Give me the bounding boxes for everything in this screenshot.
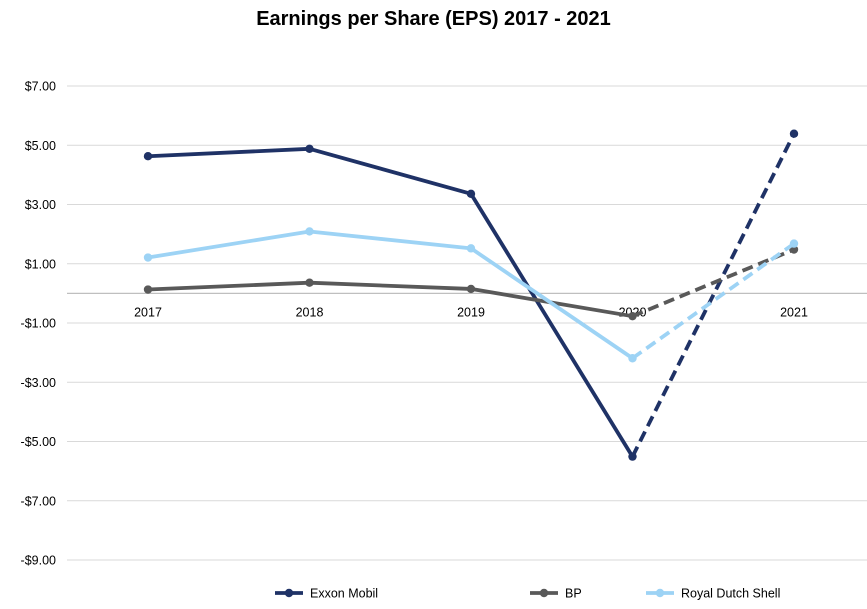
data-point bbox=[628, 354, 637, 363]
data-point bbox=[789, 245, 799, 254]
series-line bbox=[146, 229, 635, 361]
series-line bbox=[146, 280, 635, 319]
legend-label: Exxon Mobil bbox=[310, 587, 378, 601]
data-point bbox=[305, 278, 314, 287]
data-point bbox=[305, 227, 314, 236]
x-tick-label: 2017 bbox=[134, 305, 162, 319]
legend: Exxon Mobil BP Royal Dutch Shell bbox=[275, 587, 780, 601]
y-tick-label: -$7.00 bbox=[21, 494, 56, 508]
series-line-projected bbox=[631, 242, 796, 360]
y-tick-label: -$9.00 bbox=[21, 554, 56, 568]
chart-title: Earnings per Share (EPS) 2017 - 2021 bbox=[256, 8, 611, 30]
legend-swatch-marker bbox=[539, 588, 549, 598]
data-point bbox=[466, 284, 476, 294]
legend-label: BP bbox=[565, 587, 582, 601]
data-point bbox=[143, 152, 153, 161]
y-tick-label: -$5.00 bbox=[21, 435, 56, 449]
legend-swatch-marker bbox=[284, 588, 294, 598]
series-lines bbox=[143, 129, 799, 461]
x-tick-label: 2019 bbox=[457, 305, 485, 319]
y-tick-label: $3.00 bbox=[25, 198, 56, 212]
legend-label: Royal Dutch Shell bbox=[681, 587, 780, 601]
x-tick-label: 2021 bbox=[780, 305, 808, 319]
y-tick-label: $5.00 bbox=[25, 139, 56, 153]
y-tick-label: -$3.00 bbox=[21, 376, 56, 390]
x-tick-label: 2018 bbox=[296, 305, 324, 319]
y-tick-label: $1.00 bbox=[25, 257, 56, 271]
data-point bbox=[305, 144, 314, 154]
axes: $7.00 $5.00 $3.00 $1.00 -$1.00 -$3.00 -$5.00 -$… bbox=[21, 80, 867, 568]
data-point bbox=[628, 311, 637, 321]
data-point bbox=[466, 244, 476, 253]
data-point bbox=[789, 239, 799, 248]
data-point bbox=[789, 129, 799, 138]
y-tick-label: -$1.00 bbox=[21, 317, 56, 331]
series-line-projected bbox=[630, 132, 796, 458]
data-point bbox=[466, 189, 476, 199]
series-line bbox=[146, 146, 635, 459]
data-point bbox=[143, 285, 153, 294]
grid bbox=[67, 85, 867, 561]
data-point bbox=[628, 452, 637, 461]
data-point bbox=[143, 253, 153, 262]
y-tick-label: $7.00 bbox=[25, 80, 56, 94]
legend-swatch-marker bbox=[655, 588, 665, 598]
series-line-projected bbox=[631, 247, 795, 318]
